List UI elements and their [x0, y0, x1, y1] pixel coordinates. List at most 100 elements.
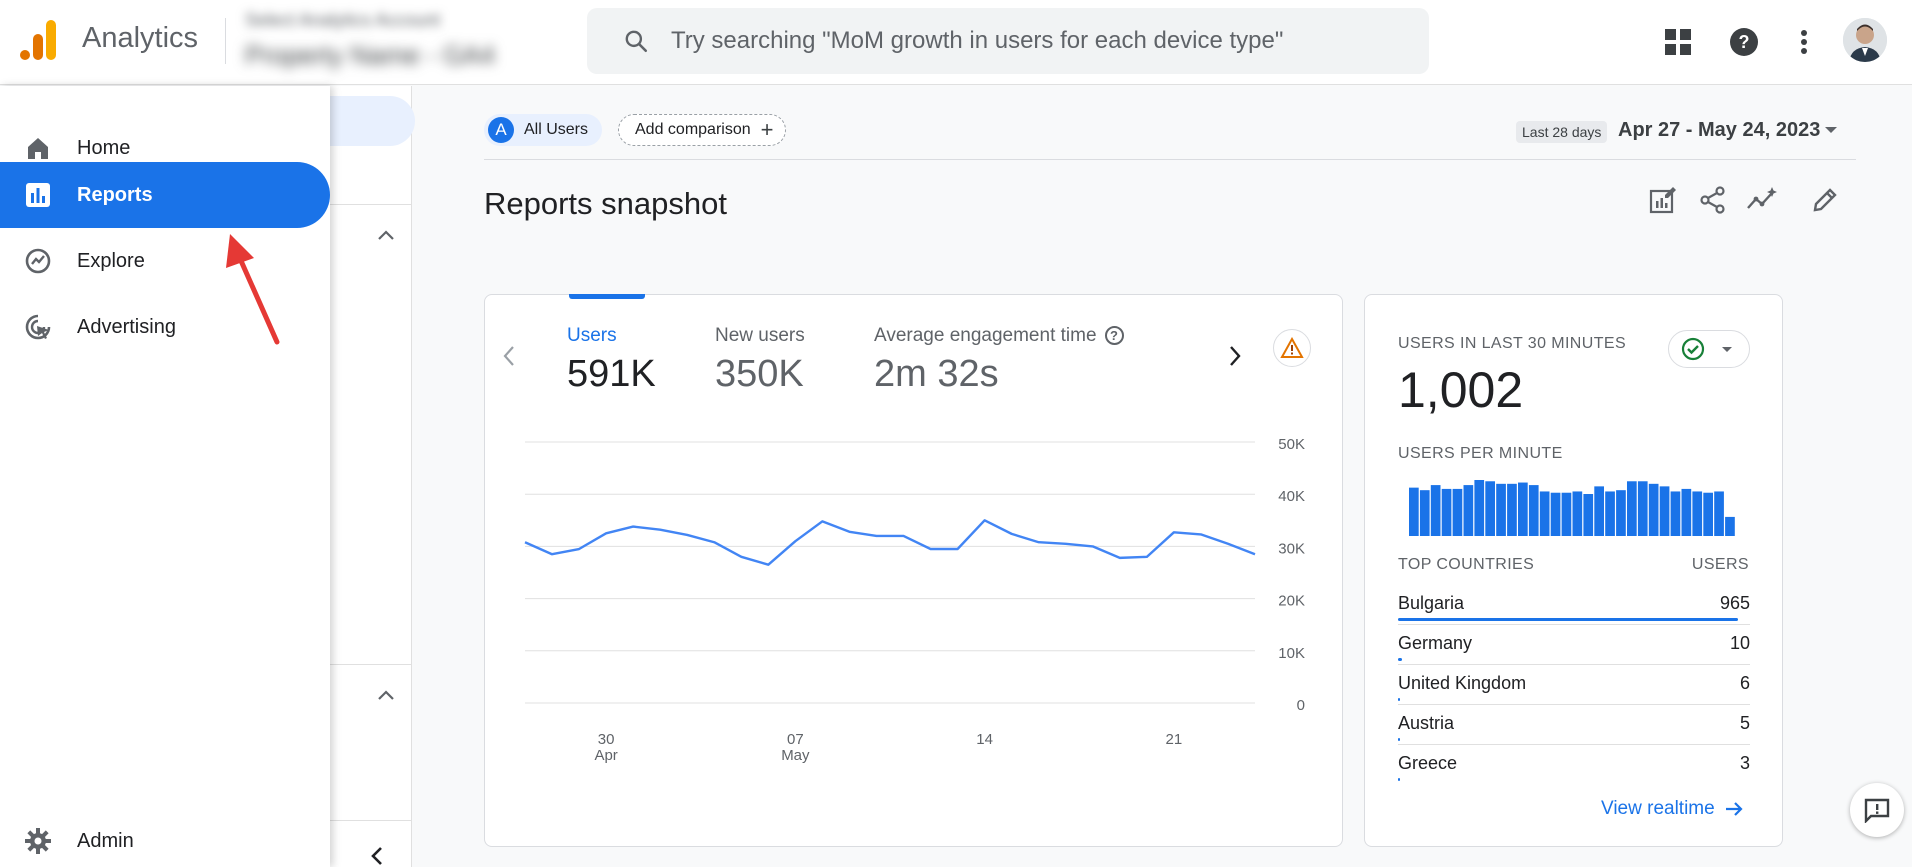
per-minute-bar: [1583, 494, 1594, 536]
header-divider: [225, 18, 226, 64]
per-minute-bar: [1539, 491, 1550, 536]
insights-icon[interactable]: [1745, 183, 1779, 217]
chevron-right-icon[interactable]: [1227, 345, 1243, 367]
per-minute-bar: [1692, 491, 1703, 536]
users-series-line: [524, 519, 1256, 566]
view-realtime-link[interactable]: View realtime: [1601, 798, 1743, 820]
chevron-up-icon[interactable]: [376, 228, 396, 242]
caret-down-icon[interactable]: [1824, 126, 1838, 134]
y-tick-label: 10K: [1278, 645, 1305, 662]
country-name: United Kingdom: [1398, 673, 1527, 693]
more-vert-icon[interactable]: [1784, 22, 1824, 62]
per-minute-bar: [1616, 490, 1626, 536]
x-tick-label: 14: [976, 731, 993, 748]
per-minute-heading: USERS PER MINUTE: [1398, 445, 1563, 462]
help-circle-icon[interactable]: ?: [1104, 326, 1124, 345]
nav-item-advertising[interactable]: Advertising: [0, 294, 330, 360]
per-minute-bar: [1605, 491, 1615, 536]
nav-item-reports[interactable]: Reports: [0, 162, 330, 228]
per-minute-bar: [1507, 483, 1517, 536]
metric-label: New users: [715, 325, 805, 346]
subpanel-divider: [330, 664, 412, 665]
country-share-bar: [1398, 698, 1401, 701]
per-minute-bar: [1648, 483, 1659, 536]
country-users: 5: [1739, 713, 1750, 733]
chevron-left-icon[interactable]: [368, 846, 386, 866]
realtime-count: 1,002: [1398, 362, 1524, 418]
row-divider: [1398, 704, 1750, 705]
edit-pencil-icon[interactable]: [1808, 183, 1842, 217]
warning-icon[interactable]: [1273, 329, 1311, 367]
country-users: 10: [1729, 633, 1750, 653]
feedback-button[interactable]: [1850, 783, 1904, 837]
nav-label-home: Home: [77, 136, 131, 159]
country-row[interactable]: Austria 5: [1398, 705, 1750, 745]
per-minute-bar: [1441, 488, 1452, 536]
per-minute-bar: [1518, 482, 1528, 536]
metric-value: 350K: [715, 353, 804, 395]
date-range-picker[interactable]: Apr 27 - May 24, 2023: [1618, 119, 1821, 141]
metric-label: Users: [567, 325, 617, 346]
chevron-up-icon[interactable]: [376, 688, 396, 702]
country-row[interactable]: United Kingdom 6: [1398, 665, 1750, 705]
per-minute-bar: [1703, 492, 1713, 536]
customize-report-icon[interactable]: [1646, 183, 1680, 217]
country-row[interactable]: Germany 10: [1398, 625, 1750, 665]
nav-item-admin[interactable]: Admin: [0, 808, 330, 867]
country-share-bar: [1398, 738, 1400, 741]
user-avatar[interactable]: [1843, 18, 1887, 62]
nav-label-advertising: Advertising: [77, 315, 176, 338]
metric-users[interactable]: Users 591K: [567, 325, 656, 396]
per-minute-bar: [1725, 516, 1735, 536]
metric-label: Average engagement time?: [874, 325, 1124, 347]
metric-value: 591K: [567, 353, 656, 395]
search-bar[interactable]: [587, 8, 1429, 74]
comparison-label: All Users: [524, 121, 589, 138]
reports-icon: [26, 183, 50, 207]
date-range-tag: Last 28 days: [1516, 121, 1608, 143]
add-comparison-button[interactable]: Add comparison +: [618, 114, 787, 146]
account-selector[interactable]: Select Analytics Account Property Name -…: [245, 10, 555, 70]
country-name: Bulgaria: [1398, 593, 1465, 613]
metric-avg-engagement[interactable]: Average engagement time? 2m 32s: [874, 325, 1124, 396]
search-input[interactable]: [671, 27, 1371, 55]
y-tick-label: 50K: [1278, 436, 1305, 453]
metric-new-users[interactable]: New users 350K: [715, 325, 805, 396]
feedback-icon: [1864, 798, 1890, 823]
per-minute-bar: [1659, 486, 1670, 536]
share-icon[interactable]: [1696, 183, 1730, 217]
left-nav: Home Reports Explore Advertising Admin: [0, 86, 330, 867]
chevron-left-icon[interactable]: [501, 345, 517, 367]
per-minute-bar: [1430, 485, 1441, 536]
y-tick-label: 0: [1297, 697, 1305, 714]
per-minute-bar: [1627, 481, 1637, 536]
row-divider: [1398, 744, 1750, 745]
nav-label-explore: Explore: [77, 249, 145, 272]
caret-down-icon: [1722, 346, 1732, 352]
users-column-heading: USERS: [1691, 556, 1749, 573]
x-tick-label: 30: [598, 731, 615, 748]
svg-text:?: ?: [1739, 32, 1750, 52]
comparison-chip-all-users[interactable]: A All Users: [484, 114, 603, 146]
per-minute-bar: [1561, 492, 1572, 536]
arrow-right-icon: [1725, 802, 1743, 816]
country-row[interactable]: Greece 3: [1398, 745, 1750, 785]
app-name: Analytics: [82, 22, 199, 54]
country-share-bar: [1398, 658, 1402, 661]
check-circle-icon: [1681, 337, 1705, 361]
help-icon[interactable]: ?: [1724, 22, 1764, 62]
comparison-badge: A: [488, 117, 514, 143]
nav-item-explore[interactable]: Explore: [0, 228, 330, 294]
gear-icon: [25, 828, 51, 854]
country-name: Greece: [1398, 753, 1458, 773]
nav-item-home[interactable]: Home: [0, 115, 330, 181]
per-minute-bar: [1550, 492, 1561, 536]
overview-card: Users 591K New users 350K Average engage…: [484, 294, 1343, 847]
apps-grid-icon[interactable]: [1658, 22, 1698, 62]
x-tick-month-label: May: [781, 747, 810, 764]
country-name: Austria: [1398, 713, 1455, 733]
x-tick-label: 07: [787, 731, 804, 748]
realtime-status-chip[interactable]: [1668, 330, 1750, 368]
country-row[interactable]: Bulgaria 965: [1398, 585, 1750, 625]
country-users: 3: [1739, 753, 1750, 773]
